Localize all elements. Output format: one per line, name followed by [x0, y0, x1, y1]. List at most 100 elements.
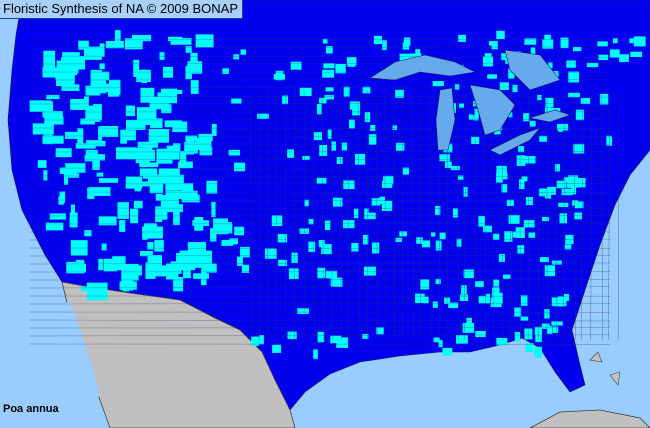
present-county	[193, 273, 210, 279]
present-county	[291, 252, 298, 263]
present-county	[37, 160, 47, 168]
present-county	[598, 54, 609, 61]
county-line	[375, 89, 378, 341]
present-county	[42, 135, 64, 144]
present-county	[61, 84, 80, 91]
county-line	[330, 89, 333, 341]
present-county	[478, 295, 490, 304]
lake-ontario	[528, 109, 571, 123]
present-county	[214, 222, 232, 234]
present-county	[195, 34, 214, 48]
county-line	[29, 262, 611, 265]
present-county	[463, 186, 468, 197]
present-county	[43, 170, 48, 181]
present-county	[518, 179, 525, 190]
present-county	[327, 129, 332, 139]
present-county	[168, 89, 183, 94]
county-line	[563, 89, 566, 341]
present-county	[210, 228, 217, 242]
present-county	[529, 120, 536, 127]
present-county	[277, 234, 288, 243]
present-county	[547, 186, 556, 195]
present-county	[383, 175, 394, 185]
present-county	[349, 101, 361, 110]
present-county	[74, 55, 86, 70]
present-county	[77, 128, 84, 146]
present-county	[42, 101, 54, 118]
county-line	[608, 89, 611, 341]
present-county	[580, 98, 591, 105]
present-county	[561, 188, 573, 196]
present-county	[99, 43, 105, 57]
present-county	[70, 204, 76, 220]
present-county	[491, 41, 498, 50]
county-line	[29, 247, 611, 249]
present-county	[65, 131, 79, 139]
present-county	[540, 257, 549, 263]
county-line	[29, 46, 611, 49]
present-county	[546, 326, 553, 334]
present-county	[85, 149, 98, 160]
present-county	[287, 331, 297, 340]
present-county	[319, 144, 328, 156]
present-county	[84, 96, 89, 110]
present-county	[568, 175, 579, 186]
present-county	[233, 54, 240, 60]
present-county	[302, 155, 310, 161]
present-county	[131, 34, 152, 42]
present-county	[566, 60, 576, 68]
present-county	[354, 153, 366, 165]
present-county	[552, 326, 559, 333]
county-line	[347, 89, 350, 341]
present-county	[439, 154, 450, 162]
present-county	[512, 84, 518, 93]
present-county	[498, 253, 505, 262]
present-county	[435, 240, 442, 251]
present-county	[257, 113, 269, 119]
county-line	[303, 89, 306, 341]
present-county	[362, 86, 371, 94]
present-county	[231, 98, 242, 104]
county-line	[357, 89, 361, 341]
present-county	[525, 197, 533, 206]
present-county	[373, 35, 383, 45]
species-label: Poa annua	[3, 403, 59, 415]
present-county	[179, 150, 187, 168]
present-county	[370, 124, 376, 132]
present-county	[448, 302, 459, 309]
present-county	[322, 69, 335, 78]
present-county	[190, 52, 198, 63]
present-county	[462, 322, 475, 333]
present-county	[187, 242, 207, 258]
present-county	[558, 127, 563, 133]
present-county	[29, 100, 52, 112]
present-county	[142, 226, 163, 239]
present-county	[336, 337, 349, 348]
present-county	[463, 269, 474, 279]
present-county	[523, 113, 530, 122]
present-county	[121, 130, 136, 141]
present-county	[143, 223, 158, 230]
present-county	[68, 173, 80, 178]
present-county	[461, 285, 467, 295]
present-county	[159, 52, 165, 60]
present-county	[560, 37, 569, 49]
present-county	[325, 87, 334, 92]
county-line	[29, 319, 611, 322]
present-county	[450, 165, 460, 171]
present-county	[574, 212, 583, 220]
island	[609, 371, 621, 386]
present-county	[459, 103, 464, 108]
present-county	[55, 148, 72, 158]
present-county	[141, 69, 148, 84]
present-county	[156, 148, 173, 164]
present-county	[458, 175, 464, 180]
present-county	[125, 119, 146, 130]
present-county	[520, 295, 528, 306]
present-county	[619, 54, 629, 63]
present-county	[551, 260, 562, 265]
lake-huron	[469, 84, 516, 136]
present-county	[523, 156, 536, 164]
present-county	[308, 219, 314, 225]
present-county	[234, 226, 245, 236]
